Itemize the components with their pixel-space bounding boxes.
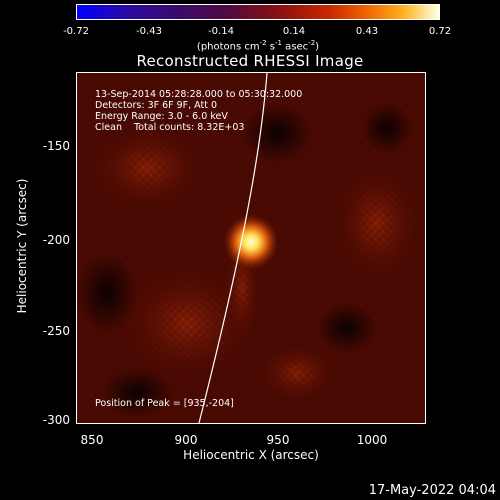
- x-tick-label: 900: [174, 433, 198, 447]
- info-peak-position: Position of Peak = [935,-204]: [95, 398, 234, 409]
- flare-peak: [223, 214, 279, 270]
- colorbar-tick: -0.43: [136, 26, 162, 37]
- colorbar-unit-label: (photons cm-2 s-1 asec-2): [196, 39, 320, 53]
- solar-limb-line: [198, 73, 268, 423]
- rhessi-image: [77, 73, 425, 423]
- timestamp: 17-May-2022 04:04: [368, 483, 496, 498]
- x-axis-label: Heliocentric X (arcsec): [183, 448, 319, 462]
- y-axis-label: Heliocentric Y (arcsec): [15, 178, 29, 314]
- colorbar-tick: -0.14: [208, 26, 234, 37]
- colorbar-tick: 0.72: [428, 26, 452, 37]
- x-tick-label: 1000: [356, 433, 388, 447]
- info-clean: Clean Total counts: 8.32E+03: [95, 122, 245, 133]
- y-tick-label: -250: [42, 324, 70, 338]
- y-tick-label: -200: [42, 233, 70, 247]
- info-energy-range: Energy Range: 3.0 - 6.0 keV: [95, 111, 228, 122]
- image-frame: 13-Sep-2014 05:28:28.000 to 05:30:32.000…: [76, 72, 426, 424]
- x-tick-label: 850: [80, 433, 104, 447]
- info-time-range: 13-Sep-2014 05:28:28.000 to 05:30:32.000: [95, 89, 303, 100]
- y-tick-label: -300: [42, 413, 70, 427]
- x-tick-label: 950: [266, 433, 290, 447]
- y-tick-label: -150: [42, 139, 70, 153]
- colorbar-tick: -0.72: [63, 26, 89, 37]
- colorbar-tick: 0.43: [355, 26, 379, 37]
- colorbar-tick: 0.14: [282, 26, 306, 37]
- plot-title: Reconstructed RHESSI Image: [136, 52, 364, 70]
- colorbar: [76, 4, 440, 20]
- info-detectors: Detectors: 3F 6F 9F, Att 0: [95, 100, 218, 111]
